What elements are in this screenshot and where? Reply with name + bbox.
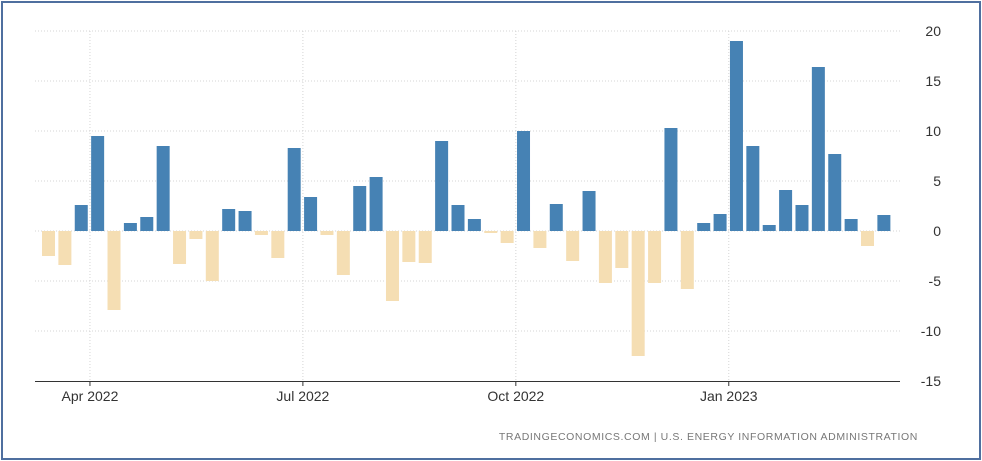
x-tick-label: Apr 2022 bbox=[62, 388, 119, 404]
bar-positive[interactable] bbox=[435, 141, 449, 231]
bar-positive[interactable] bbox=[451, 205, 465, 231]
bar-positive[interactable] bbox=[844, 219, 858, 231]
bar-positive[interactable] bbox=[91, 136, 105, 231]
grid-lines bbox=[35, 30, 900, 381]
bar-negative[interactable] bbox=[205, 231, 219, 281]
bar-negative[interactable] bbox=[418, 231, 432, 263]
x-axis bbox=[35, 381, 900, 386]
bars bbox=[42, 41, 891, 356]
bar-positive[interactable] bbox=[156, 146, 170, 231]
y-axis-labels: 20 15 10 5 0 -5 -10 -15 bbox=[921, 23, 941, 389]
bar-positive[interactable] bbox=[517, 131, 531, 231]
bar-negative[interactable] bbox=[484, 231, 498, 233]
bar-negative[interactable] bbox=[648, 231, 662, 283]
y-tick-label: 20 bbox=[925, 23, 941, 39]
bar-negative[interactable] bbox=[189, 231, 203, 239]
bar-negative[interactable] bbox=[631, 231, 645, 356]
y-tick-label: 15 bbox=[925, 73, 941, 89]
bar-negative[interactable] bbox=[385, 231, 399, 301]
x-tick-label: Jan 2023 bbox=[700, 388, 758, 404]
x-tick-label: Jul 2022 bbox=[276, 388, 329, 404]
bar-negative[interactable] bbox=[680, 231, 694, 289]
bar-negative[interactable] bbox=[615, 231, 629, 268]
bar-positive[interactable] bbox=[697, 223, 711, 231]
bar-positive[interactable] bbox=[549, 204, 563, 231]
bar-negative[interactable] bbox=[533, 231, 547, 248]
bar-positive[interactable] bbox=[664, 128, 678, 231]
bar-positive[interactable] bbox=[746, 146, 760, 231]
bar-positive[interactable] bbox=[222, 209, 236, 231]
source-credit: TRADINGECONOMICS.COM | U.S. ENERGY INFOR… bbox=[499, 431, 918, 443]
bar-negative[interactable] bbox=[566, 231, 580, 261]
y-tick-label: -5 bbox=[929, 273, 942, 289]
bar-positive[interactable] bbox=[729, 41, 743, 231]
bar-positive[interactable] bbox=[795, 205, 809, 231]
bar-positive[interactable] bbox=[713, 214, 727, 231]
bar-negative[interactable] bbox=[271, 231, 285, 258]
x-axis-labels: Apr 2022 Jul 2022 Oct 2022 Jan 2023 bbox=[62, 388, 758, 404]
bar-positive[interactable] bbox=[123, 223, 137, 231]
y-tick-label: 5 bbox=[933, 173, 941, 189]
bar-negative[interactable] bbox=[58, 231, 72, 265]
bar-negative[interactable] bbox=[107, 231, 121, 310]
y-tick-label: -15 bbox=[921, 373, 941, 389]
bar-positive[interactable] bbox=[369, 177, 383, 231]
bar-positive[interactable] bbox=[811, 67, 825, 231]
bar-positive[interactable] bbox=[582, 191, 596, 231]
bar-negative[interactable] bbox=[500, 231, 514, 243]
bar-negative[interactable] bbox=[861, 231, 874, 246]
bar-positive[interactable] bbox=[140, 217, 154, 231]
bar-negative[interactable] bbox=[336, 231, 350, 275]
bar-positive[interactable] bbox=[762, 225, 776, 231]
bar-negative[interactable] bbox=[598, 231, 612, 283]
bar-positive[interactable] bbox=[828, 154, 842, 231]
bar-negative[interactable] bbox=[173, 231, 187, 264]
bar-positive[interactable] bbox=[779, 190, 793, 231]
x-tick-label: Oct 2022 bbox=[487, 388, 544, 404]
bar-negative[interactable] bbox=[320, 231, 334, 235]
bar-positive[interactable] bbox=[287, 148, 301, 231]
bar-negative[interactable] bbox=[402, 231, 416, 262]
bar-positive[interactable] bbox=[467, 219, 481, 231]
bar-negative[interactable] bbox=[254, 231, 268, 235]
bar-positive[interactable] bbox=[877, 215, 891, 231]
bar-positive[interactable] bbox=[74, 205, 88, 231]
y-tick-label: 0 bbox=[933, 223, 941, 239]
bar-positive[interactable] bbox=[238, 211, 252, 231]
y-tick-label: -10 bbox=[921, 323, 941, 339]
bar-positive[interactable] bbox=[304, 197, 318, 231]
y-tick-label: 10 bbox=[925, 123, 941, 139]
bar-negative[interactable] bbox=[42, 231, 55, 256]
bar-positive[interactable] bbox=[353, 186, 367, 231]
